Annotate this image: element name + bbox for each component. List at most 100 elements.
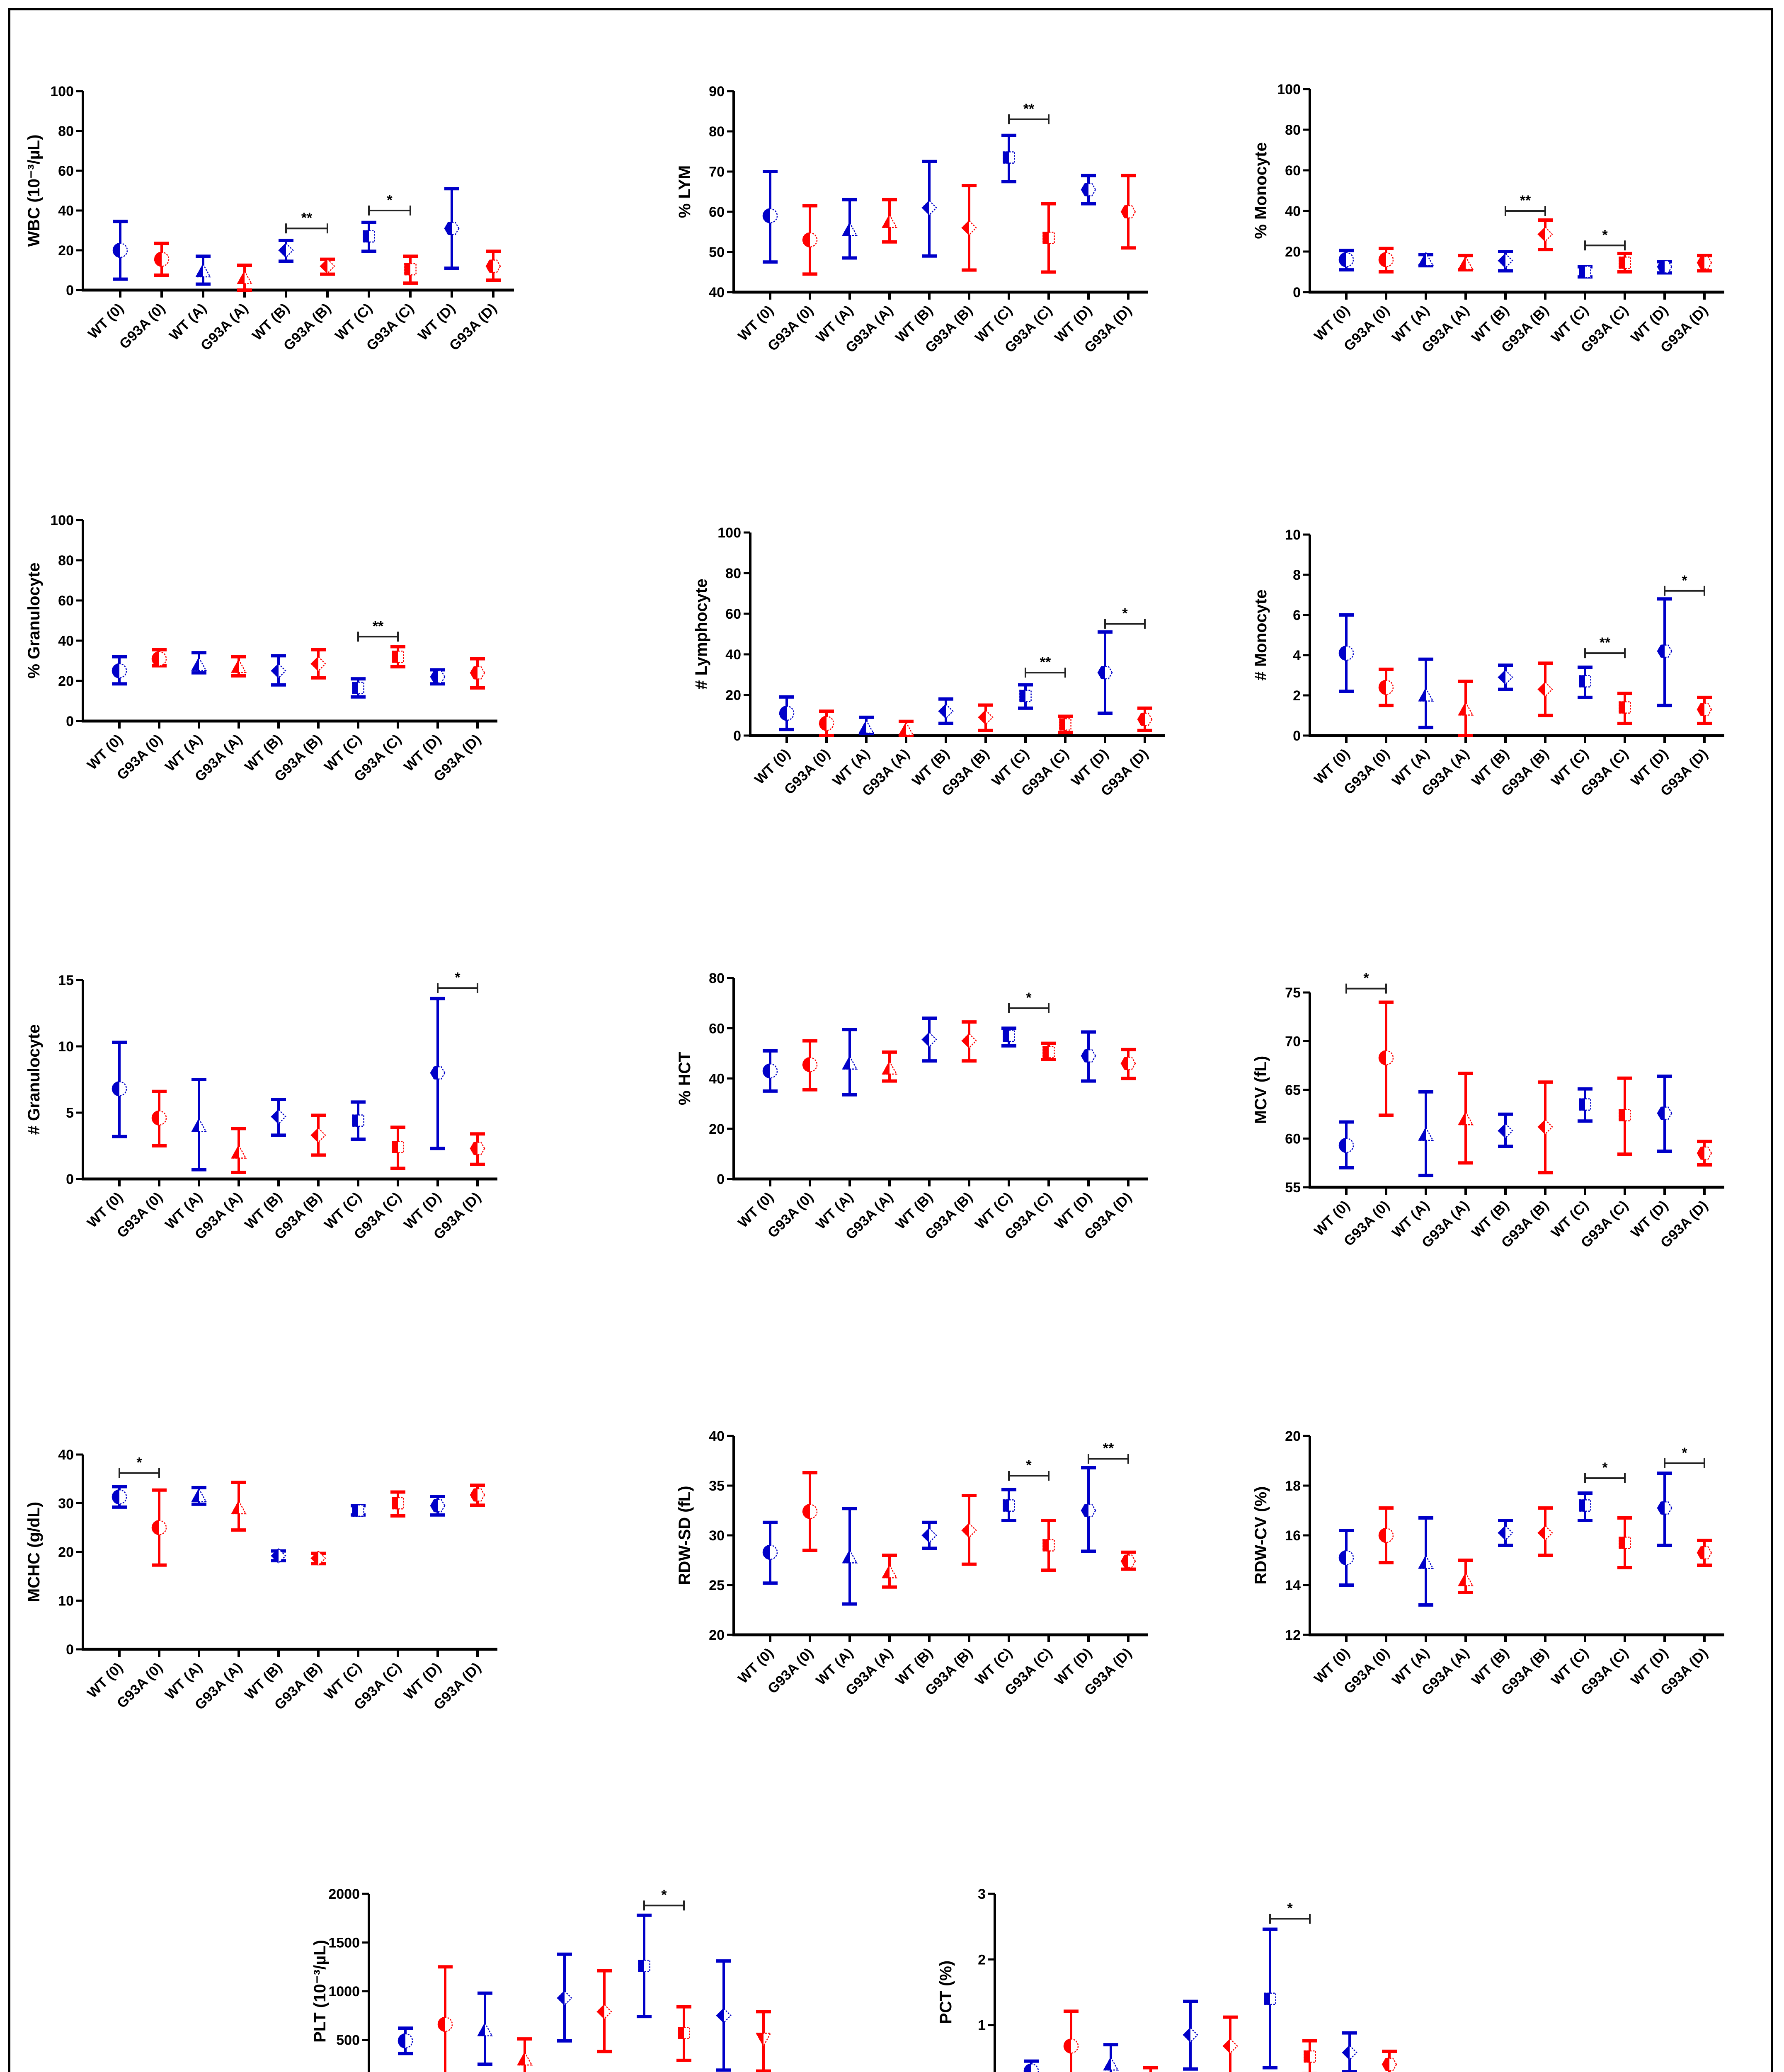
data-point — [762, 170, 778, 264]
data-point — [403, 254, 418, 285]
data-point — [437, 1965, 453, 2072]
data-point — [1222, 2015, 1238, 2072]
svg-text:**: ** — [1040, 654, 1051, 670]
significance-bracket: ** — [285, 210, 328, 234]
data-point — [1097, 630, 1113, 715]
y-tick-label: 20 — [58, 673, 74, 689]
data-point — [351, 1504, 366, 1517]
svg-text:**: ** — [1103, 1440, 1114, 1456]
data-point — [151, 1089, 167, 1147]
y-axis-label: # Monocyte — [1252, 589, 1270, 680]
y-tick-label: 20 — [58, 243, 74, 259]
data-point — [485, 249, 501, 282]
data-point — [802, 1039, 818, 1092]
y-tick-label: 40 — [58, 203, 74, 219]
y-tick-label: 100 — [50, 513, 74, 528]
data-point — [1378, 1506, 1394, 1564]
data-point — [230, 1480, 247, 1532]
data-point — [1120, 174, 1136, 250]
data-point — [1058, 714, 1073, 734]
data-point — [1537, 218, 1553, 252]
svg-text:*: * — [1682, 573, 1687, 588]
significance-bracket: ** — [1584, 635, 1626, 658]
data-point — [151, 1488, 167, 1567]
data-point — [921, 160, 937, 258]
svg-text:*: * — [1026, 990, 1032, 1006]
chart-mchc: 0 10 20 30 40 WT (0) G93A (0) WT (A) G93A (A) WT … — [21, 1430, 510, 1759]
data-point — [1001, 1488, 1016, 1522]
data-point — [961, 1020, 977, 1063]
data-point — [470, 1484, 485, 1507]
data-point — [191, 1078, 207, 1172]
chart-svg: 0500100015002000WT (0)G93A (0)WT (A)G93A… — [311, 1886, 772, 2072]
y-axis-label: % HCT — [676, 1052, 694, 1105]
svg-text:*: * — [1363, 971, 1369, 986]
data-point — [1023, 2059, 1039, 2072]
data-point — [236, 264, 253, 292]
data-point — [841, 1507, 858, 1606]
y-tick-label: 80 — [709, 971, 725, 986]
data-point — [1041, 1519, 1056, 1572]
y-tick-label: 14 — [1285, 1578, 1301, 1593]
data-point — [1378, 667, 1394, 707]
significance-bracket: * — [1664, 1445, 1705, 1468]
y-tick-label: 16 — [1285, 1528, 1301, 1544]
chart-mcv: 55 60 65 70 75 WT (0) G93A (0) WT (A) G93A (A) WT… — [1248, 968, 1737, 1297]
data-point — [1378, 247, 1394, 274]
data-point — [1578, 265, 1593, 279]
data-point — [278, 239, 294, 263]
y-tick-label: 30 — [709, 1528, 725, 1544]
data-point — [1063, 2009, 1079, 2072]
y-tick-label: 20 — [725, 687, 741, 703]
data-point — [1342, 2031, 1357, 2072]
significance-bracket: * — [1584, 227, 1626, 251]
data-point — [1081, 174, 1096, 206]
data-point — [716, 1959, 732, 2072]
data-point — [1537, 661, 1553, 717]
data-point — [398, 2026, 413, 2055]
y-axis-label: PLT (10⁻³/µL) — [311, 1940, 329, 2043]
y-axis-label: MCHC (g/dL) — [25, 1502, 43, 1602]
data-point — [271, 1548, 286, 1564]
significance-bracket: ** — [1008, 101, 1050, 124]
data-point — [1338, 613, 1354, 693]
y-tick-label: 0 — [66, 1642, 74, 1658]
y-tick-label: 60 — [1285, 163, 1301, 179]
data-point — [1041, 202, 1056, 274]
data-point — [470, 1132, 485, 1166]
y-axis-label: PCT (%) — [937, 1961, 955, 2024]
chart-wbc: 0 20 40 60 80 100 WT (0) G93A (0) WT (A) G93A (A)… — [21, 66, 526, 400]
significance-bracket: * — [1664, 573, 1705, 596]
data-point — [1578, 1491, 1593, 1522]
y-tick-label: 4 — [1293, 648, 1301, 663]
svg-text:*: * — [387, 192, 393, 208]
y-tick-label: 20 — [58, 1544, 74, 1560]
svg-text:**: ** — [1600, 635, 1611, 651]
y-tick-label: 0 — [1293, 285, 1301, 300]
chart-plt: 0500100015002000WT (0)G93A (0)WT (A)G93A… — [307, 1869, 796, 2072]
svg-text:*: * — [1682, 1445, 1687, 1461]
y-tick-label: 100 — [717, 525, 741, 541]
svg-text:*: * — [661, 1887, 667, 1903]
y-tick-label: 0 — [733, 728, 741, 744]
y-tick-label: 15 — [58, 973, 74, 988]
y-tick-label: 60 — [709, 204, 725, 220]
significance-bracket: ** — [1025, 654, 1066, 678]
y-tick-label: 60 — [58, 163, 74, 179]
y-tick-label: 20 — [709, 1121, 725, 1137]
chart-rdw_sd: 20 25 30 35 40 WT (0) G93A (0) WT (A) G93A (A) WT… — [671, 1411, 1161, 1745]
data-point — [310, 1113, 326, 1157]
y-tick-label: 40 — [58, 1447, 74, 1463]
x-tick-label: G93A (0) — [116, 300, 168, 352]
data-point — [1498, 663, 1513, 691]
data-point — [802, 204, 818, 276]
svg-text:*: * — [1122, 606, 1128, 622]
data-point — [390, 645, 405, 669]
y-tick-label: 20 — [1285, 244, 1301, 260]
data-point — [978, 703, 994, 732]
